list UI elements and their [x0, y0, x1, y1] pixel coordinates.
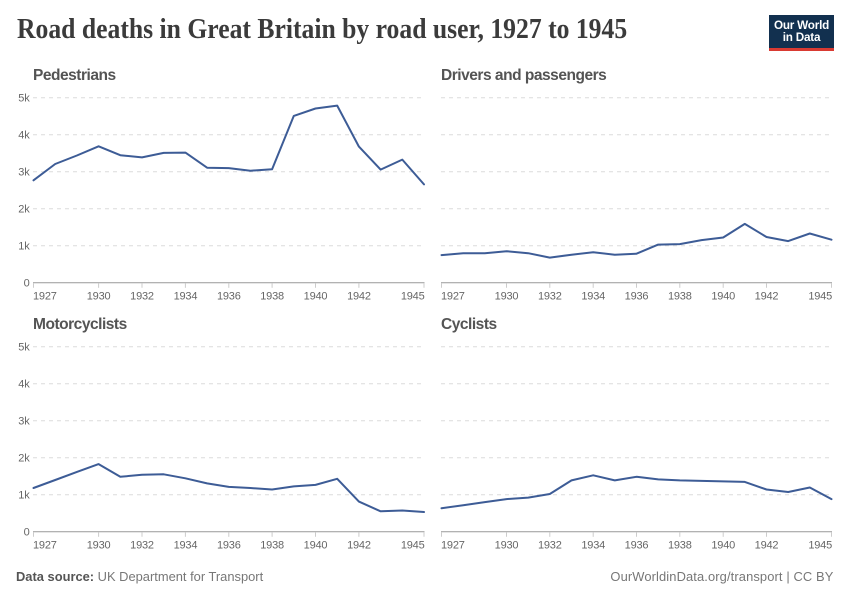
- svg-text:0: 0: [24, 278, 30, 290]
- svg-text:1932: 1932: [130, 539, 154, 551]
- svg-text:1945: 1945: [401, 539, 425, 551]
- svg-text:4k: 4k: [18, 379, 30, 391]
- svg-text:3k: 3k: [18, 416, 30, 428]
- svg-text:1930: 1930: [495, 290, 519, 302]
- svg-text:1k: 1k: [18, 241, 30, 253]
- svg-text:1940: 1940: [304, 539, 328, 551]
- svg-text:1942: 1942: [755, 539, 779, 551]
- svg-text:1945: 1945: [808, 539, 832, 551]
- svg-text:1942: 1942: [347, 290, 371, 302]
- svg-text:1930: 1930: [495, 539, 519, 551]
- svg-text:1927: 1927: [441, 539, 465, 551]
- svg-text:1938: 1938: [260, 539, 284, 551]
- svg-text:1927: 1927: [33, 539, 57, 551]
- svg-text:1938: 1938: [668, 290, 692, 302]
- svg-text:5k: 5k: [18, 342, 30, 354]
- svg-text:4k: 4k: [18, 130, 30, 142]
- svg-text:1936: 1936: [217, 290, 241, 302]
- svg-text:1932: 1932: [538, 290, 562, 302]
- svg-text:1934: 1934: [174, 539, 198, 551]
- svg-text:1927: 1927: [441, 290, 465, 302]
- svg-text:1934: 1934: [581, 539, 605, 551]
- svg-text:3k: 3k: [18, 167, 30, 179]
- svg-text:1940: 1940: [304, 290, 328, 302]
- svg-text:1930: 1930: [87, 290, 111, 302]
- svg-text:1942: 1942: [347, 539, 371, 551]
- svg-text:1927: 1927: [33, 290, 57, 302]
- svg-text:5k: 5k: [18, 93, 30, 105]
- svg-text:1934: 1934: [581, 290, 605, 302]
- svg-text:1934: 1934: [174, 290, 198, 302]
- svg-text:1930: 1930: [87, 539, 111, 551]
- svg-text:1945: 1945: [808, 290, 832, 302]
- svg-text:1940: 1940: [711, 539, 735, 551]
- svg-text:2k: 2k: [18, 204, 30, 216]
- svg-text:1932: 1932: [130, 290, 154, 302]
- svg-text:1932: 1932: [538, 539, 562, 551]
- svg-text:0: 0: [24, 527, 30, 539]
- svg-text:1938: 1938: [668, 539, 692, 551]
- svg-text:1942: 1942: [755, 290, 779, 302]
- svg-text:1936: 1936: [625, 539, 649, 551]
- svg-text:1940: 1940: [711, 290, 735, 302]
- svg-text:1938: 1938: [260, 290, 284, 302]
- svg-text:1k: 1k: [18, 490, 30, 502]
- svg-text:1936: 1936: [217, 539, 241, 551]
- svg-text:2k: 2k: [18, 453, 30, 465]
- svg-text:1936: 1936: [625, 290, 649, 302]
- svg-text:1945: 1945: [401, 290, 425, 302]
